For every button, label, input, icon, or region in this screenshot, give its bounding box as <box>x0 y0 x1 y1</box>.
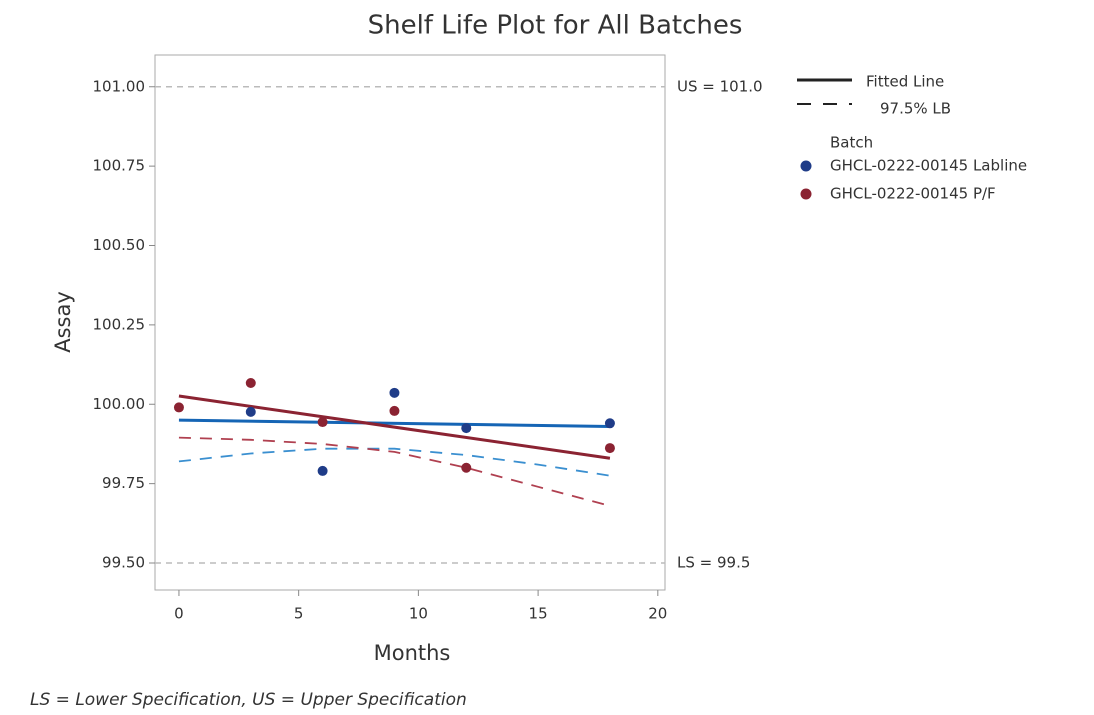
legend-label: GHCL-0222-00145 P/F <box>830 185 996 203</box>
legend-lb: 97.5% LB <box>880 100 951 118</box>
footnote: LS = Lower Specification, US = Upper Spe… <box>30 690 467 710</box>
lower-bound-line <box>178 436 611 507</box>
spec-label: US = 101.0 <box>677 77 763 95</box>
legend-title: Batch <box>830 134 873 152</box>
point <box>317 465 328 476</box>
y-tick-label: 100.50 <box>93 236 146 254</box>
point <box>245 406 256 417</box>
y-tick-label: 99.50 <box>102 554 145 572</box>
fitted-line <box>178 418 610 428</box>
y-tick-label: 99.75 <box>102 474 145 492</box>
x-tick-label: 0 <box>174 605 184 623</box>
fitted-line <box>178 394 611 460</box>
plot-frame <box>154 54 666 591</box>
point <box>245 377 256 388</box>
spec-label: LS = 99.5 <box>677 554 750 572</box>
chart-title: Shelf Life Plot for All Batches <box>368 11 743 41</box>
lower-bound-line <box>178 447 611 477</box>
x-tick-label: 15 <box>529 605 548 623</box>
x-tick-label: 20 <box>648 605 667 623</box>
y-tick-label: 100.25 <box>93 315 146 333</box>
point <box>604 418 615 429</box>
point <box>389 405 400 416</box>
legend-swatch <box>800 188 812 200</box>
y-tick-label: 101.00 <box>93 77 146 95</box>
point <box>604 443 615 454</box>
point <box>461 462 472 473</box>
legend-swatch <box>800 160 812 172</box>
x-tick-label: 5 <box>294 605 304 623</box>
x-tick-label: 10 <box>409 605 428 623</box>
point <box>389 387 400 398</box>
point <box>173 402 184 413</box>
y-axis-label: Assay <box>51 291 75 353</box>
legend-fitted: Fitted Line <box>866 73 944 91</box>
x-axis-label: Months <box>374 641 451 665</box>
point <box>461 423 472 434</box>
point <box>317 417 328 428</box>
y-tick-label: 100.75 <box>93 157 146 175</box>
y-tick-label: 100.00 <box>93 395 146 413</box>
legend-label: GHCL-0222-00145 Labline <box>830 157 1027 175</box>
